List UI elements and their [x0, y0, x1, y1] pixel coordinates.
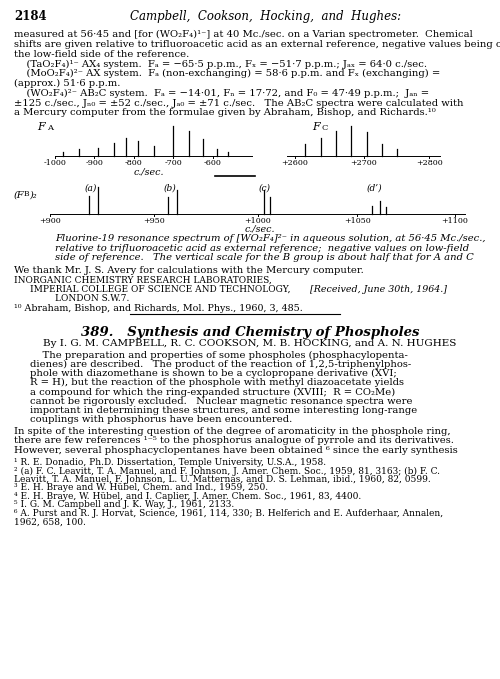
- Text: +1100: +1100: [441, 217, 468, 225]
- Text: F: F: [37, 122, 45, 132]
- Text: (F: (F: [14, 190, 24, 199]
- Text: Campbell,  Cookson,  Hocking,  and  Hughes:: Campbell, Cookson, Hocking, and Hughes:: [130, 10, 401, 23]
- Text: 389.   Synthesis and Chemistry of Phospholes: 389. Synthesis and Chemistry of Phosphol…: [81, 326, 419, 339]
- Text: (d’): (d’): [366, 183, 382, 192]
- Text: ² (a) F. C. Leavitt, T. A. Manuel, and F. Johnson, J. Amer. Chem. Soc., 1959, 81: ² (a) F. C. Leavitt, T. A. Manuel, and F…: [14, 466, 440, 475]
- Text: +2700: +2700: [350, 159, 377, 167]
- Text: LONDON S.W.7.: LONDON S.W.7.: [55, 294, 130, 303]
- Text: -600: -600: [204, 159, 222, 167]
- Text: -1000: -1000: [44, 159, 66, 167]
- Text: +1050: +1050: [344, 217, 370, 225]
- Text: +950: +950: [143, 217, 165, 225]
- Text: ⁶ A. Purst and R. J. Horvat, Science, 1961, 114, 330; B. Helferich and E. Aufder: ⁶ A. Purst and R. J. Horvat, Science, 19…: [14, 509, 443, 518]
- Text: c./sec.: c./sec.: [245, 224, 276, 233]
- Text: ⁴ E. H. Braye, W. Hübel, and I. Caplier, J. Amer. Chem. Soc., 1961, 83, 4400.: ⁴ E. H. Braye, W. Hübel, and I. Caplier,…: [14, 492, 361, 501]
- Text: phole with diazomethane is shown to be a cyclopropane derivative (XVI;: phole with diazomethane is shown to be a…: [30, 369, 397, 378]
- Text: ³ E. H. Braye and W. Hübel, Chem. and Ind., 1959, 250.: ³ E. H. Braye and W. Hübel, Chem. and In…: [14, 483, 268, 492]
- Text: IMPERIAL COLLEGE OF SCIENCE AND TECHNOLOGY,: IMPERIAL COLLEGE OF SCIENCE AND TECHNOLO…: [30, 285, 290, 294]
- Text: 1962, 658, 100.: 1962, 658, 100.: [14, 517, 86, 526]
- Text: cannot be rigorously excluded.   Nuclear magnetic resonance spectra were: cannot be rigorously excluded. Nuclear m…: [30, 397, 412, 405]
- Text: (a): (a): [84, 183, 97, 192]
- Text: +1000: +1000: [244, 217, 271, 225]
- Text: a Mercury computer from the formulae given by Abraham, Bishop, and Richards.¹⁰: a Mercury computer from the formulae giv…: [14, 109, 436, 117]
- Text: (c): (c): [258, 183, 270, 192]
- Text: INORGANIC CHEMISTRY RESEARCH LABORATORIES,: INORGANIC CHEMISTRY RESEARCH LABORATORIE…: [14, 276, 272, 285]
- Text: ¹⁰ Abraham, Bishop, and Richards, Mol. Phys., 1960, 3, 485.: ¹⁰ Abraham, Bishop, and Richards, Mol. P…: [14, 304, 303, 313]
- Text: relative to trifluoroacetic acid as external reference;  negative values on low-: relative to trifluoroacetic acid as exte…: [55, 244, 469, 253]
- Text: The preparation and properties of some phospholes (phosphacylopenta-: The preparation and properties of some p…: [30, 350, 408, 360]
- Text: +2600: +2600: [281, 159, 308, 167]
- Text: -700: -700: [164, 159, 182, 167]
- Text: important in determining these structures, and some interesting long-range: important in determining these structure…: [30, 406, 417, 415]
- Text: We thank Mr. J. S. Avery for calculations with the Mercury computer.: We thank Mr. J. S. Avery for calculation…: [14, 265, 364, 275]
- Text: shifts are given relative to trifluoroacetic acid as an external reference, nega: shifts are given relative to trifluoroac…: [14, 40, 500, 49]
- Text: By I. G. M. CAMPBELL, R. C. COOKSON, M. B. HOCKING, and A. N. HUGHES: By I. G. M. CAMPBELL, R. C. COOKSON, M. …: [44, 339, 457, 348]
- Text: However, several phosphacyclopentanes have been obtained ⁶ since the early synth: However, several phosphacyclopentanes ha…: [14, 445, 458, 455]
- Text: [Received, June 30th, 1964.]: [Received, June 30th, 1964.]: [310, 285, 447, 294]
- Text: the low-field side of the reference.: the low-field side of the reference.: [14, 50, 189, 58]
- Text: ⁵ I. G. M. Campbell and J. K. Way, J., 1961, 2133.: ⁵ I. G. M. Campbell and J. K. Way, J., 1…: [14, 500, 234, 509]
- Text: -900: -900: [86, 159, 103, 167]
- Text: 2184: 2184: [14, 10, 46, 23]
- Text: B: B: [24, 190, 30, 198]
- Text: +2800: +2800: [416, 159, 442, 167]
- Text: dienes) are described.   The product of the reaction of 1,2,5-triphenylphos-: dienes) are described. The product of th…: [30, 360, 411, 369]
- Text: R = H), but the reaction of the phosphole with methyl diazoacetate yields: R = H), but the reaction of the phosphol…: [30, 378, 404, 388]
- Text: +900: +900: [39, 217, 61, 225]
- Text: C: C: [322, 124, 328, 132]
- Text: couplings with phosphorus have been encountered.: couplings with phosphorus have been enco…: [30, 415, 292, 424]
- Text: Fluorine-19 resonance spectrum of [WO₂F₄]²⁻ in aqueous solution, at 56·45 Mc./se: Fluorine-19 resonance spectrum of [WO₂F₄…: [55, 234, 486, 243]
- Text: side of reference.   The vertical scale for the B group is about half that for A: side of reference. The vertical scale fo…: [55, 253, 474, 262]
- Text: (WO₂F₄)²⁻ AB₂C system.  Fₐ = −14·01, Fₙ = 17·72, and F₀ = 47·49 p.p.m.;  Jₐₙ =: (WO₂F₄)²⁻ AB₂C system. Fₐ = −14·01, Fₙ =…: [14, 89, 429, 98]
- Text: (TaO₂F₄)¹⁻ AX₄ system.  Fₐ = −65·5 p.p.m., Fₓ = −51·7 p.p.m.; Jₐₓ = 64·0 c./sec.: (TaO₂F₄)¹⁻ AX₄ system. Fₐ = −65·5 p.p.m.…: [14, 59, 427, 69]
- Text: c./sec.: c./sec.: [134, 167, 164, 176]
- Text: measured at 56·45 and [for (WO₂F₄)¹⁻] at 40 Mc./sec. on a Varian spectrometer.  : measured at 56·45 and [for (WO₂F₄)¹⁻] at…: [14, 30, 473, 39]
- Text: (MoO₂F₄)²⁻ AX system.  Fₐ (non-exchanging) = 58·6 p.p.m. and Fₓ (exchanging) =: (MoO₂F₄)²⁻ AX system. Fₐ (non-exchanging…: [14, 69, 440, 78]
- Text: there are few references ¹⁻⁵ to the phosphorus analogue of pyrrole and its deriv: there are few references ¹⁻⁵ to the phos…: [14, 437, 454, 445]
- Text: -800: -800: [125, 159, 142, 167]
- Text: (approx.) 51·6 p.p.m.: (approx.) 51·6 p.p.m.: [14, 79, 120, 88]
- Text: ¹ R. E. Donadio, Ph.D. Dissertation, Temple University, U.S.A., 1958.: ¹ R. E. Donadio, Ph.D. Dissertation, Tem…: [14, 458, 326, 467]
- Text: A: A: [47, 124, 53, 132]
- Text: Leavitt, T. A. Manuel, F. Johnson, L. U. Matternas, and D. S. Lehman, ibid., 196: Leavitt, T. A. Manuel, F. Johnson, L. U.…: [14, 475, 431, 484]
- Text: a compound for which the ring-expanded structure (XVIII;  R = CO₂Me): a compound for which the ring-expanded s…: [30, 388, 395, 397]
- Text: )₂: )₂: [29, 190, 36, 199]
- Text: In spite of the interesting question of the degree of aromaticity in the phospho: In spite of the interesting question of …: [14, 427, 450, 437]
- Text: ±125 c./sec., Jₙ₀ = ±52 c./sec., Jₐ₀ = ±71 c./sec.   The AB₂C spectra were calcu: ±125 c./sec., Jₙ₀ = ±52 c./sec., Jₐ₀ = ±…: [14, 98, 464, 107]
- Text: F: F: [312, 122, 320, 132]
- Text: (b): (b): [164, 183, 176, 192]
